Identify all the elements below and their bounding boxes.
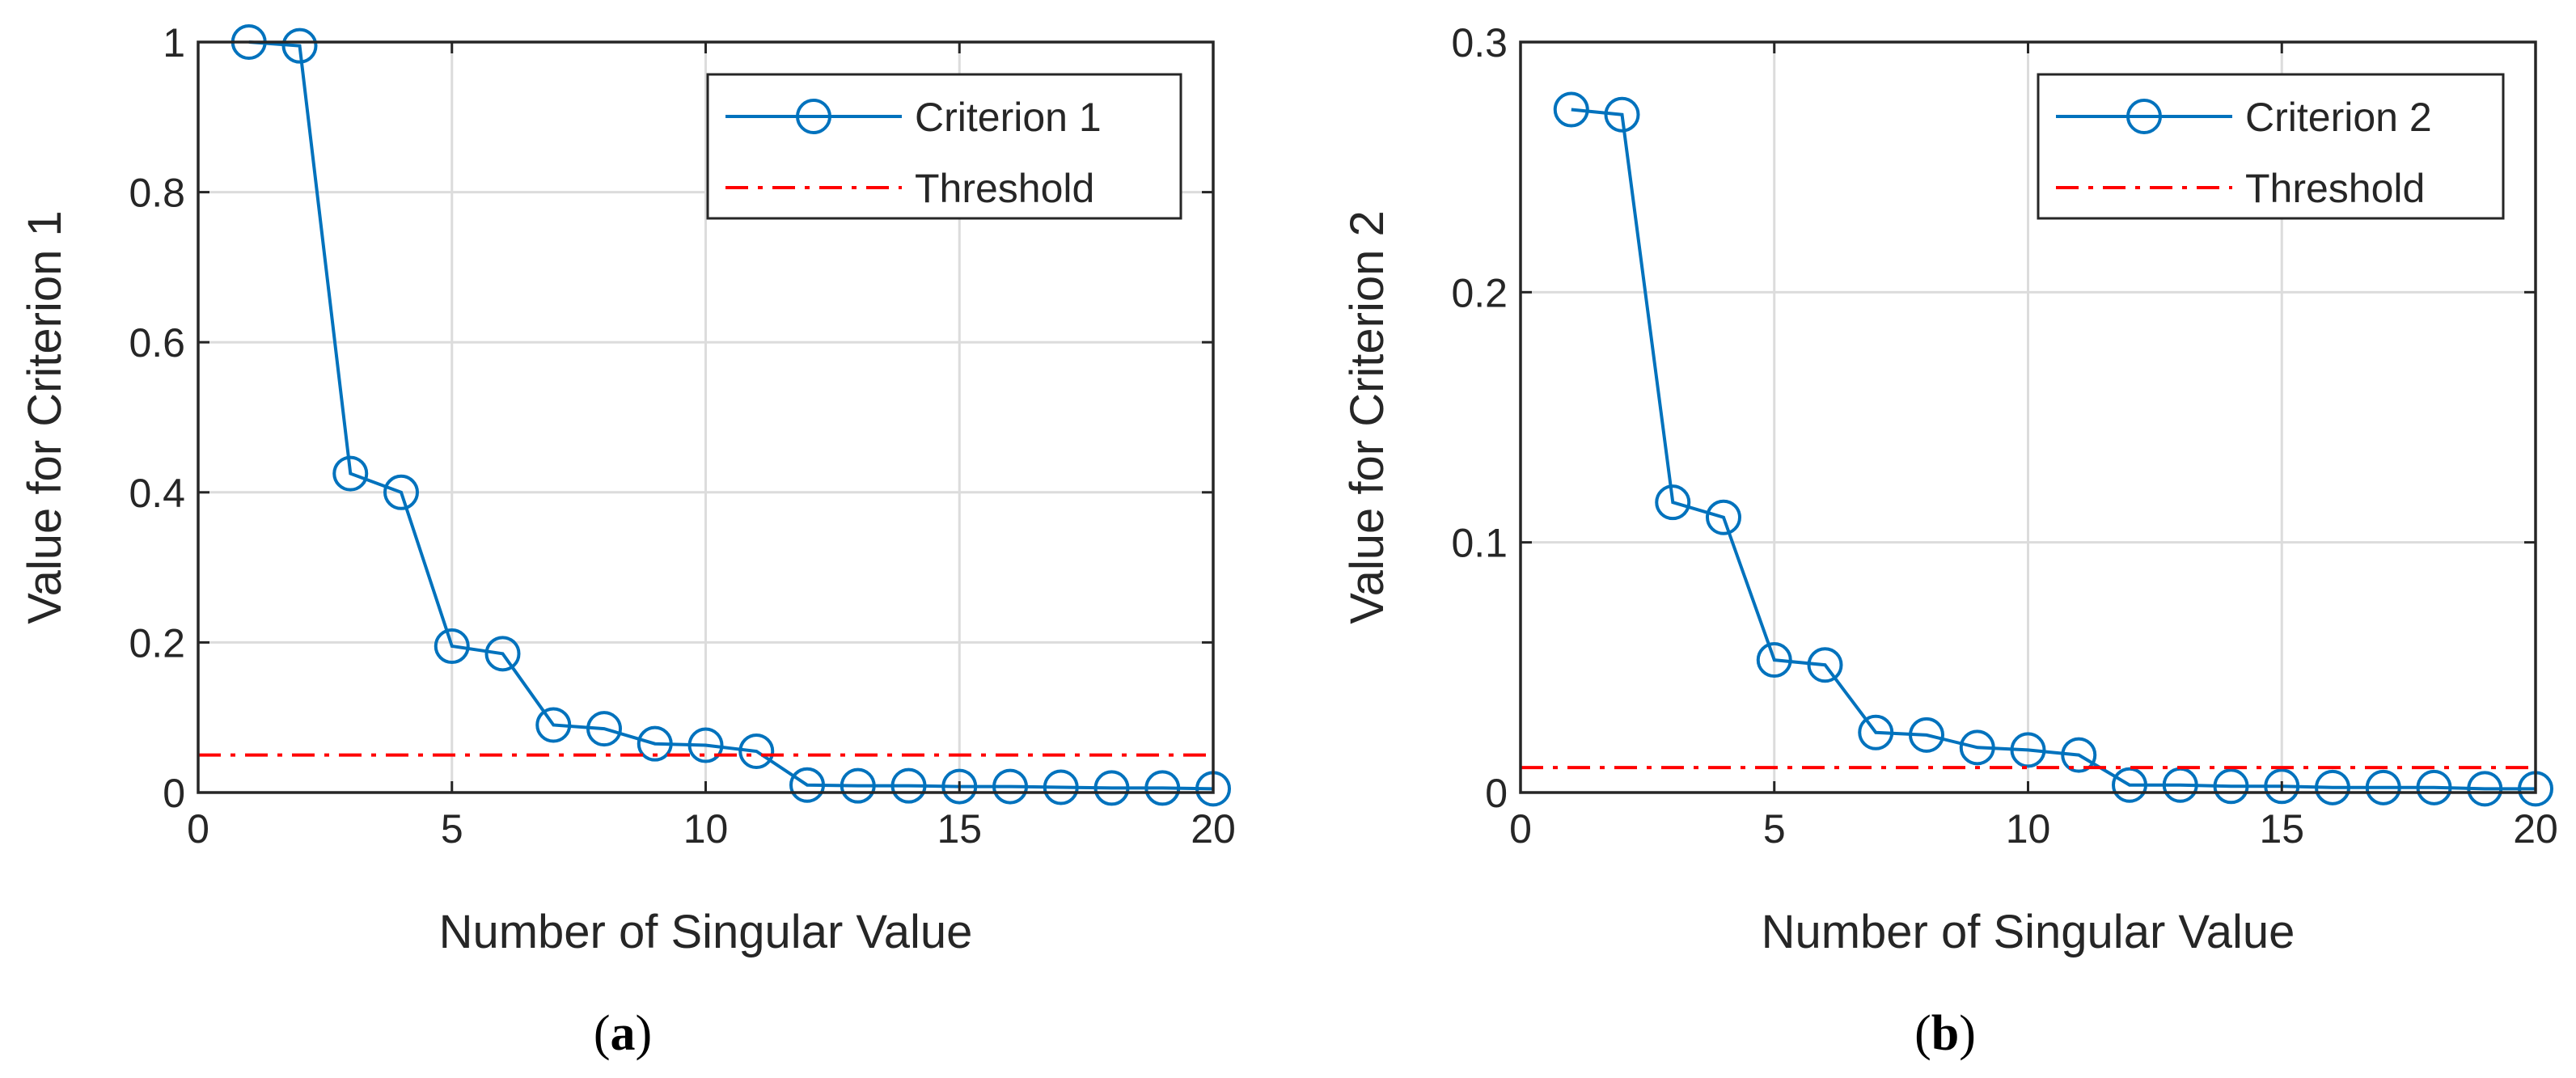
legend-label: Threshold: [915, 166, 1094, 211]
data-point-1: [1553, 91, 1589, 128]
data-point-14: [890, 767, 927, 804]
chart-panel-a: 0 5 10 15 20 0 0.2 0.4 0.6 0.8 1 Number of Singular…: [19, 20, 1236, 1061]
y-tick-label: 0.3: [1451, 20, 1508, 66]
x-tick-label: 20: [2513, 806, 2558, 852]
data-point-6: [484, 636, 521, 672]
x-tick-label: 15: [937, 806, 982, 852]
data-point-2: [281, 27, 318, 64]
data-point-3: [332, 455, 369, 492]
x-tick-label: 15: [2259, 806, 2304, 852]
y-tick-label: 0.2: [1451, 270, 1508, 315]
legend: Criterion 1 Threshold: [706, 73, 1182, 220]
y-tick-label: 0: [1485, 771, 1508, 816]
data-point-19: [2467, 771, 2503, 807]
data-point-13: [840, 767, 876, 804]
data-point-4: [383, 474, 419, 510]
data-point-12: [789, 767, 825, 803]
data-point-9: [637, 725, 673, 762]
data-point-10: [687, 727, 724, 763]
data-point-2: [1604, 96, 1640, 133]
data-point-17: [2365, 769, 2401, 805]
data-point-10: [2010, 732, 2046, 768]
x-axis-title: Number of Singular Value: [439, 906, 973, 958]
data-point-11: [738, 733, 775, 769]
caption-letter: a: [611, 1006, 636, 1061]
panel-caption: (b): [1914, 1006, 1976, 1061]
legend-label: Threshold: [2245, 166, 2425, 211]
data-point-15: [941, 768, 978, 805]
caption-paren-open: (: [594, 1006, 611, 1061]
data-point-16: [992, 768, 1028, 805]
data-point-18: [2416, 769, 2452, 805]
data-point-17: [1043, 769, 1079, 805]
legend-box: [2037, 73, 2505, 220]
y-tick-label: 0.4: [129, 471, 185, 516]
data-point-5: [1756, 642, 1792, 679]
data-point-16: [2315, 769, 2350, 805]
x-tick-label: 20: [1191, 806, 1236, 852]
y-axis-title: Value for Criterion 1: [19, 210, 71, 624]
x-axis-title: Number of Singular Value: [1762, 906, 2295, 958]
data-point-15: [2264, 768, 2300, 805]
x-tick-label: 10: [2006, 806, 2051, 852]
data-point-5: [434, 628, 470, 665]
data-point-8: [1909, 717, 1944, 753]
x-tick-label: 0: [187, 806, 209, 852]
legend-marker: [796, 99, 831, 134]
data-point-19: [1144, 770, 1181, 806]
data-point-6: [1807, 647, 1843, 683]
x-tick-label: 5: [1763, 806, 1786, 852]
data-point-12: [2112, 767, 2147, 803]
legend: Criterion 2 Threshold: [2037, 73, 2505, 220]
legend-label: Criterion 1: [915, 95, 1102, 140]
x-tick-label: 10: [683, 806, 729, 852]
y-tick-label: 0.2: [129, 620, 185, 666]
caption-paren-open: (: [1914, 1006, 1931, 1061]
data-point-3: [1655, 484, 1691, 521]
legend-label: Criterion 2: [2245, 95, 2432, 140]
y-tick-label: 0.1: [1451, 521, 1508, 566]
y-tick-label: 0.6: [129, 320, 185, 366]
data-point-14: [2213, 768, 2249, 805]
chart-panel-b: 0 5 10 15 20 0 0.1 0.2 0.3 Number of Singular Val…: [1341, 20, 2558, 1061]
x-tick-label: 0: [1509, 806, 1532, 852]
data-point-9: [1959, 729, 1995, 766]
y-tick-label: 0: [163, 771, 185, 816]
data-point-7: [1858, 714, 1894, 750]
y-tick-label: 1: [163, 20, 185, 66]
data-point-7: [535, 707, 572, 743]
x-tick-label: 5: [441, 806, 463, 852]
caption-letter: b: [1931, 1006, 1959, 1061]
caption-paren-close: ): [1959, 1006, 1976, 1061]
y-axis-title: Value for Criterion 2: [1341, 210, 1394, 624]
data-point-18: [1093, 770, 1130, 806]
data-point-4: [1706, 499, 1741, 535]
caption-paren-close: ): [636, 1006, 653, 1061]
data-point-8: [586, 711, 622, 747]
y-tick-label: 0.8: [129, 171, 185, 216]
legend-box: [706, 73, 1182, 220]
panel-caption: (a): [594, 1006, 652, 1061]
series-line-0: [248, 40, 1214, 791]
legend-marker: [2126, 99, 2162, 134]
series-line-0: [1571, 108, 2536, 791]
data-point-11: [2061, 737, 2097, 773]
